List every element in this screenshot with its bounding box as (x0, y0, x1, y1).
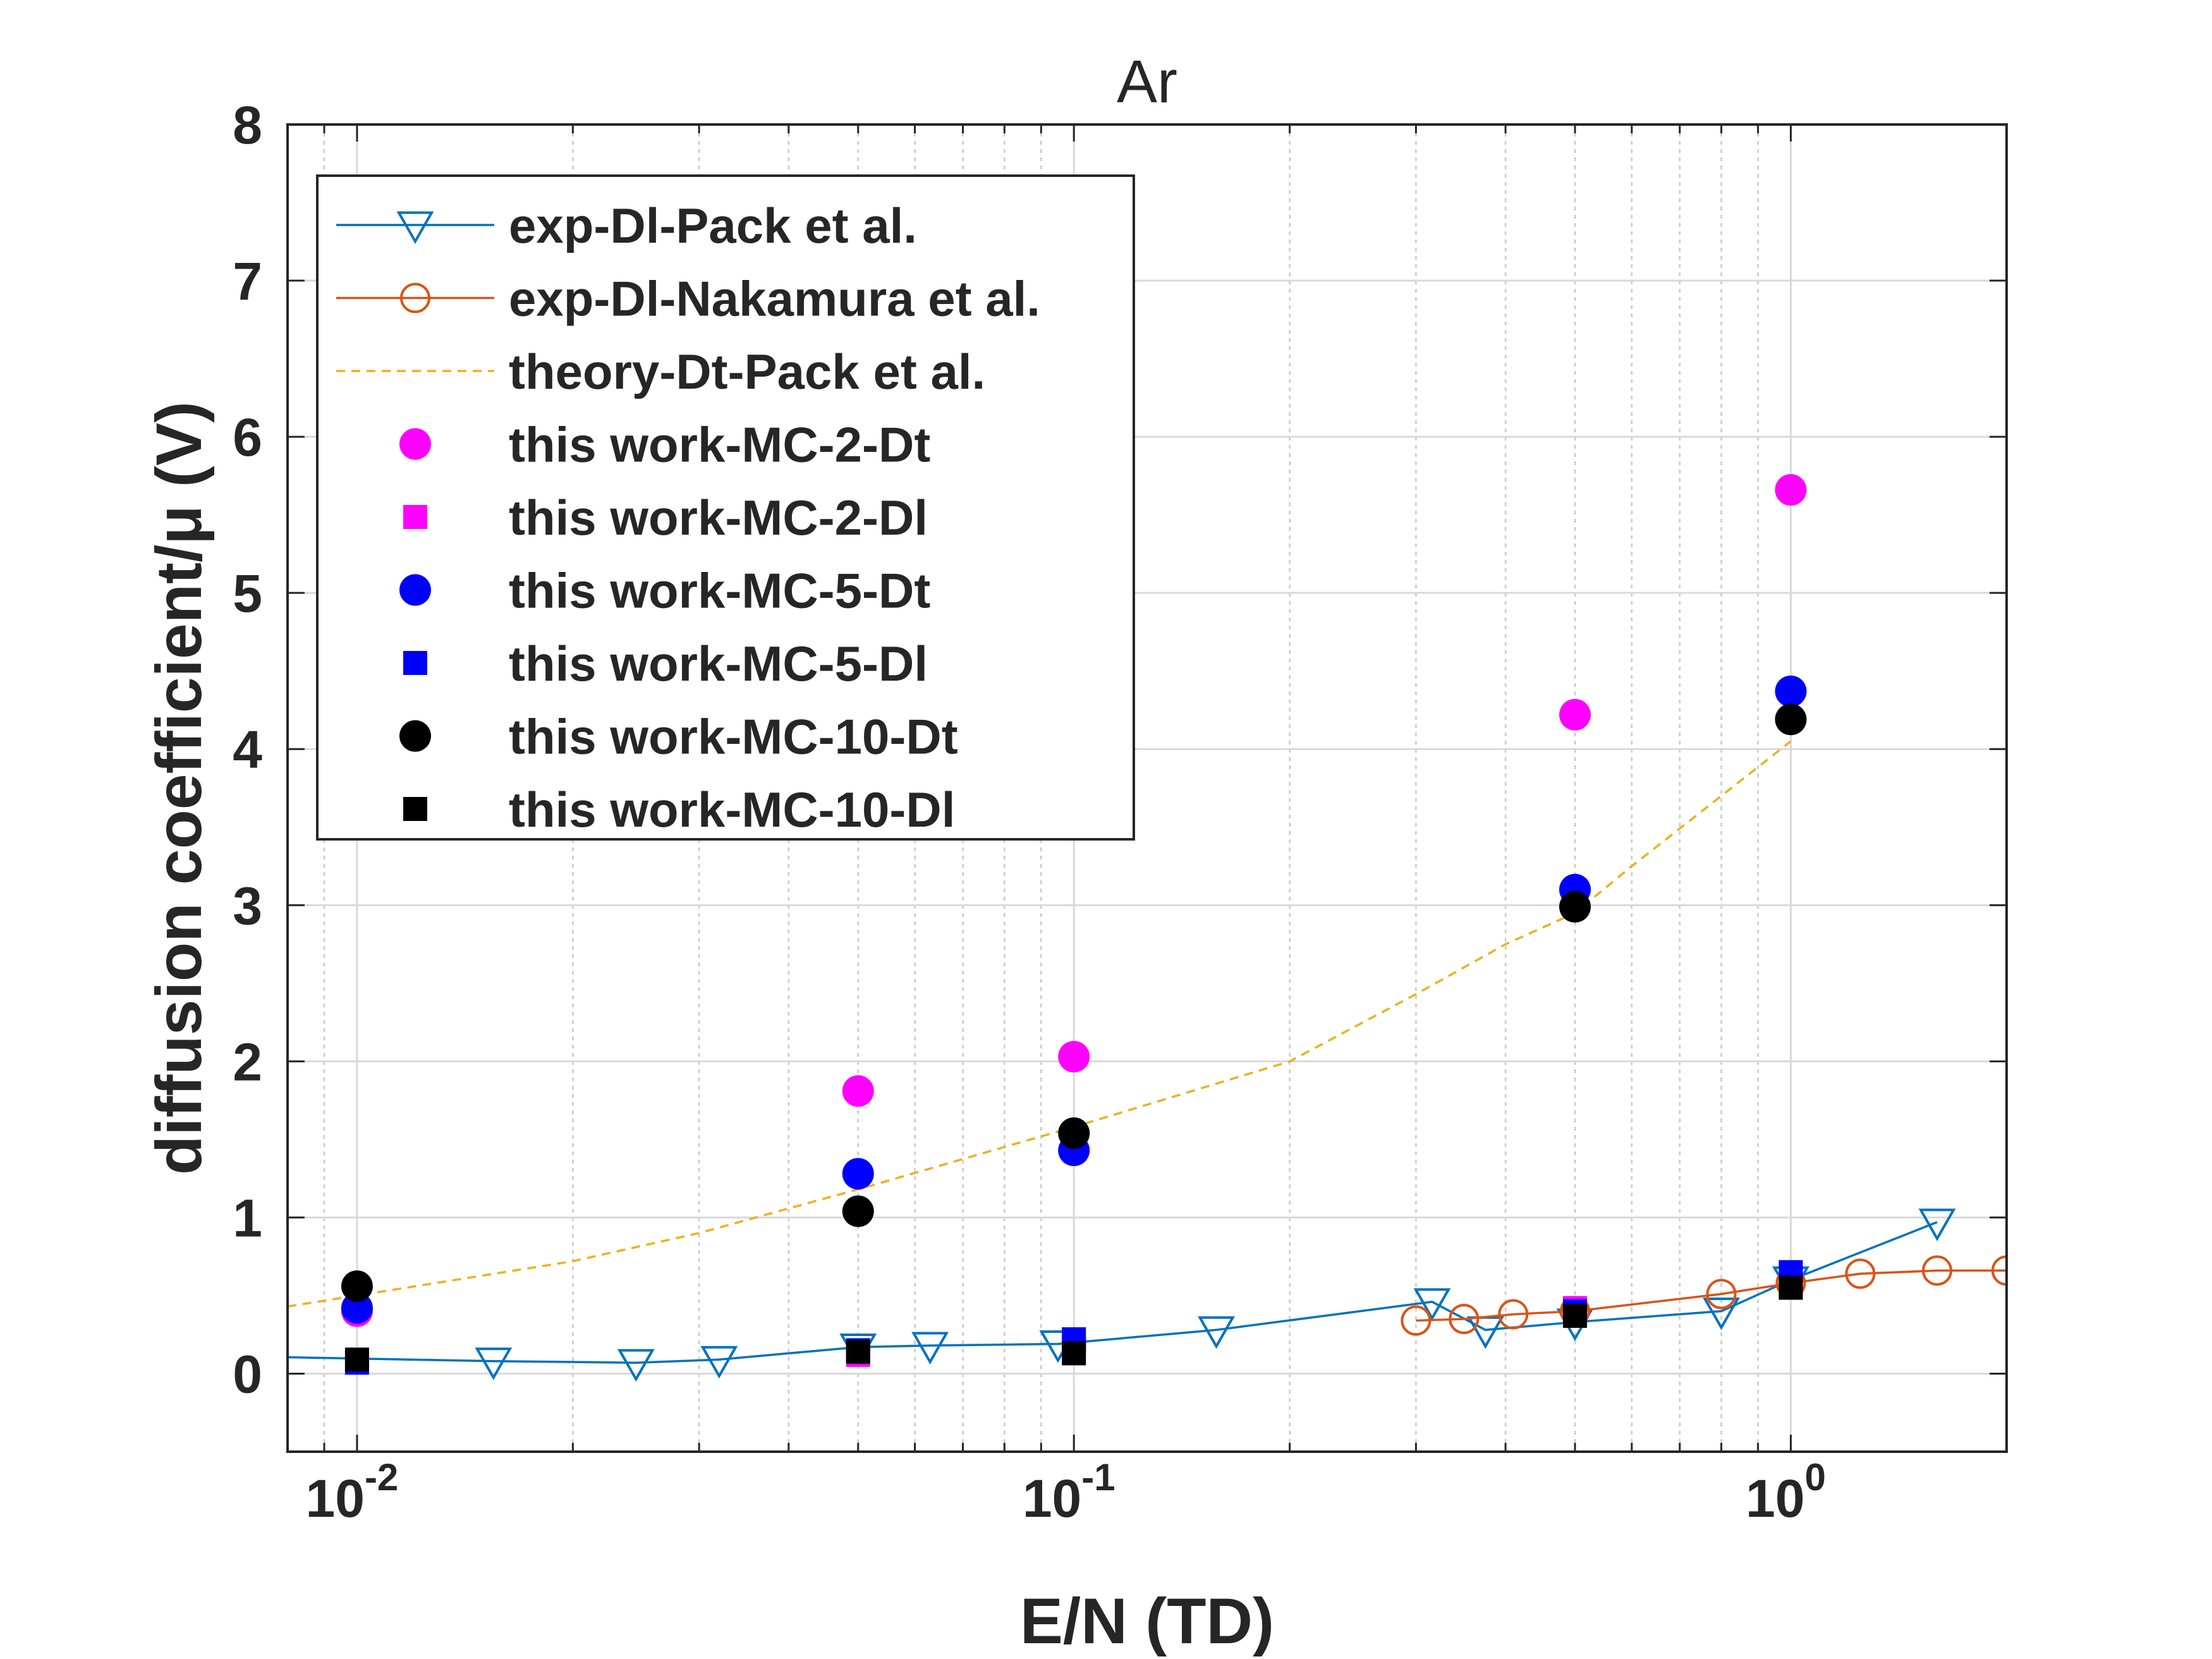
legend-marker (403, 505, 427, 529)
legend-label: exp-Dl-Pack et al. (509, 198, 917, 253)
series-line (288, 740, 1792, 1308)
data-point (1706, 1279, 1737, 1310)
x-tick-label-base: 10 (1746, 1469, 1804, 1528)
series-layer (288, 474, 2007, 1382)
data-point (1991, 1255, 2007, 1286)
series-0 (288, 1208, 1956, 1382)
ticks (286, 123, 2008, 1452)
y-axis-label: diffusion coefficient/μ (V) (143, 401, 215, 1175)
data-point (475, 1347, 513, 1380)
legend-label: this work-MC-5-Dt (509, 563, 930, 619)
legend-item: exp-Dl-Pack et al. (336, 198, 917, 253)
series-2 (288, 740, 1792, 1308)
x-tick-label-base: 10 (306, 1469, 365, 1528)
data-point (341, 1292, 373, 1324)
data-point (1449, 1304, 1480, 1334)
data-point (1559, 890, 1591, 923)
legend-label: this work-MC-10-Dl (509, 782, 955, 837)
legend-item: this work-MC-10-Dl (403, 782, 955, 837)
data-point (1775, 474, 1807, 506)
legend-item: this work-MC-2-Dt (399, 417, 930, 473)
legend-item: theory-Dt-Pack et al. (336, 344, 985, 399)
data-point (911, 1332, 949, 1365)
y-tick-label: 4 (233, 720, 262, 779)
data-point (1918, 1208, 1956, 1241)
data-point (1559, 698, 1591, 731)
legend-marker (396, 211, 434, 245)
data-point (1058, 1117, 1090, 1149)
x-tick-label: 10-2 (306, 1456, 399, 1528)
legend-label: this work-MC-5-Dl (509, 636, 928, 691)
data-point (617, 1349, 655, 1382)
data-point (1778, 1275, 1803, 1300)
data-point (1922, 1255, 1953, 1286)
chart-title: Ar (1117, 48, 1177, 116)
data-point (700, 1346, 738, 1379)
legend-label: theory-Dt-Pack et al. (509, 344, 985, 399)
data-point (1845, 1258, 1876, 1289)
legend: exp-Dl-Pack et al. exp-Dl-Nakamura et al.… (316, 174, 1135, 841)
data-point (1401, 1305, 1431, 1336)
legend-label: this work-MC-10-Dt (509, 709, 958, 765)
data-point (1775, 703, 1807, 736)
legend-box (316, 174, 1135, 841)
legend-item: this work-MC-10-Dt (399, 709, 958, 765)
x-tick-label-exponent: 0 (1805, 1456, 1826, 1498)
data-point (1498, 1299, 1529, 1330)
data-point (1198, 1316, 1236, 1349)
data-point (1775, 675, 1807, 707)
data-point (842, 1075, 874, 1107)
legend-marker (399, 428, 431, 460)
legend-marker (400, 283, 430, 313)
legend-marker (399, 720, 431, 752)
data-point (1413, 1288, 1451, 1321)
y-tick-label: 0 (233, 1344, 262, 1404)
series-8 (344, 1275, 1803, 1372)
x-tick-label-exponent: -1 (1081, 1456, 1115, 1498)
data-point (344, 1347, 369, 1372)
y-tick-label: 2 (233, 1032, 262, 1091)
y-tick-label: 5 (233, 564, 262, 623)
data-point (842, 1158, 874, 1190)
legend-label: exp-Dl-Nakamura et al. (509, 271, 1040, 327)
data-point (1062, 1341, 1086, 1366)
legend-label: this work-MC-2-Dt (509, 417, 930, 473)
axes-box (286, 123, 2008, 1453)
data-point (846, 1339, 870, 1364)
legend-item: this work-MC-5-Dl (403, 636, 928, 691)
y-tick-label: 1 (233, 1188, 262, 1248)
y-tick-label: 3 (233, 876, 262, 935)
data-point (1058, 1040, 1090, 1073)
data-point (1703, 1297, 1741, 1330)
legend-label: this work-MC-2-Dl (509, 490, 928, 545)
x-tick-label-exponent: -2 (365, 1456, 398, 1498)
y-tick-label: 7 (233, 252, 262, 311)
x-tick-label: 10-1 (1023, 1456, 1115, 1528)
x-tick-label-base: 10 (1023, 1469, 1081, 1528)
y-tick-label: 6 (233, 408, 262, 467)
data-point (341, 1270, 373, 1303)
series-line (1416, 1269, 2007, 1322)
legend-marker (399, 574, 431, 606)
series-line (288, 1221, 1938, 1364)
x-axis-label: E/N (TD) (1020, 1585, 1274, 1657)
legend-marker (403, 651, 427, 675)
data-point (842, 1195, 874, 1227)
x-tick-label: 100 (1746, 1456, 1826, 1528)
y-tick-label: 8 (233, 95, 262, 155)
legend-item: this work-MC-2-Dl (403, 490, 928, 545)
legend-item: this work-MC-5-Dt (399, 563, 930, 619)
data-point (1563, 1304, 1588, 1328)
series-7 (341, 703, 1807, 1303)
legend-item: exp-Dl-Nakamura et al. (336, 271, 1040, 327)
legend-marker (403, 797, 427, 821)
